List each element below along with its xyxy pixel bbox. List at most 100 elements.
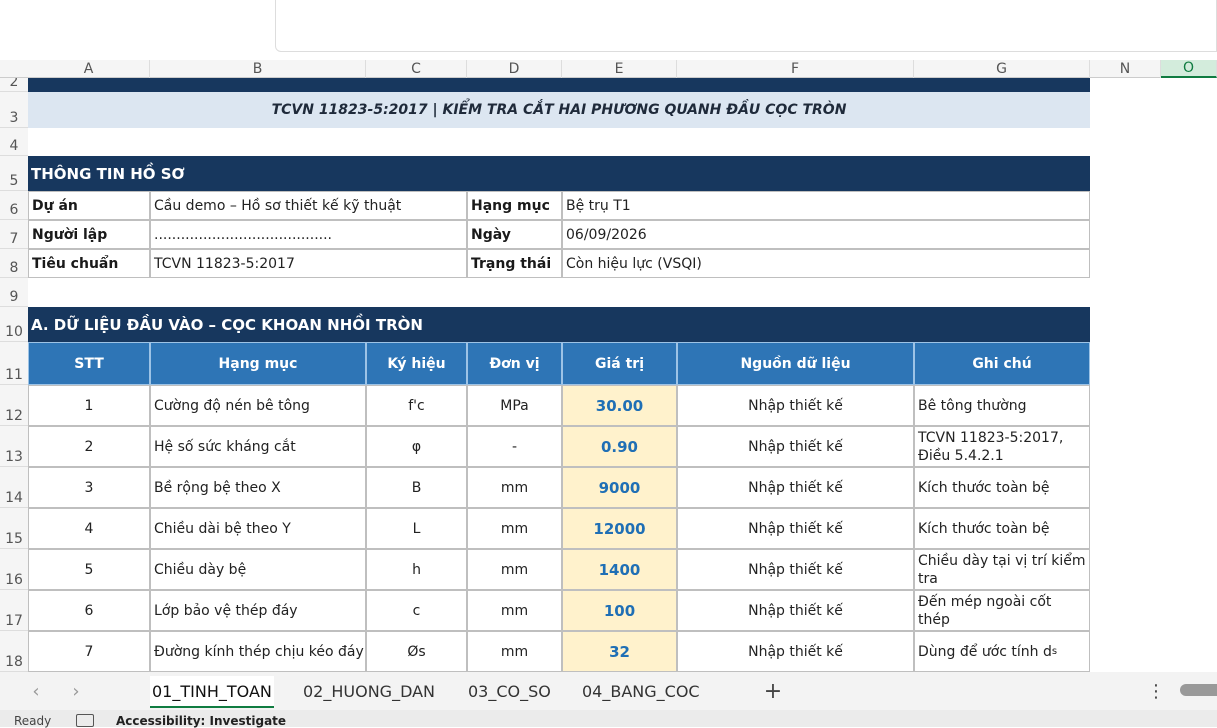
more-options[interactable]: ⋮	[1147, 680, 1165, 702]
table-cell: -	[467, 426, 562, 467]
info-label: Tiêu chuẩn	[28, 249, 150, 278]
info-value: Còn hiệu lực (VSQI)	[562, 249, 1090, 278]
column-header-bar	[0, 60, 1217, 78]
table-cell: Lớp bảo vệ thép đáy	[150, 590, 366, 631]
sheet-tab[interactable]: 02_HUONG_DAN	[303, 681, 436, 701]
column-header: D	[467, 60, 562, 78]
table-cell: L	[366, 508, 467, 549]
table-cell: Nhập thiết kế	[677, 467, 914, 508]
table-cell: Đến mép ngoài cốt thép	[914, 590, 1090, 631]
row-number: 5	[0, 156, 28, 191]
table-cell: mm	[467, 631, 562, 672]
table-cell: Nhập thiết kế	[677, 631, 914, 672]
table-header: Đơn vị	[467, 342, 562, 385]
row-number: 4	[0, 128, 28, 156]
row-number: 6	[0, 191, 28, 220]
table-cell: Chiều dày tại vị trí kiểm tra	[914, 549, 1090, 590]
section-heading: THÔNG TIN HỒ SƠ	[28, 156, 1090, 191]
table-header: Ký hiệu	[366, 342, 467, 385]
table-cell: Chiều dài bệ theo Y	[150, 508, 366, 549]
scroll-left[interactable]: ‹	[32, 680, 40, 702]
info-value: Bệ trụ T1	[562, 191, 1090, 220]
column-header: A	[28, 60, 150, 78]
info-label: Trạng thái	[467, 249, 562, 278]
info-label: Ngày	[467, 220, 562, 249]
table-cell: f'c	[366, 385, 467, 426]
table-cell: 5	[28, 549, 150, 590]
input-value: 12000	[562, 508, 677, 549]
scroll-right[interactable]: ›	[72, 680, 80, 702]
table-cell: Đường kính thép chịu kéo đáy	[150, 631, 366, 672]
input-value: 9000	[562, 467, 677, 508]
table-cell: 1	[28, 385, 150, 426]
row-number: 10	[0, 307, 28, 342]
table-header: Ghi chú	[914, 342, 1090, 385]
table-cell: Kích thước toàn bệ	[914, 508, 1090, 549]
table-header: Hạng mục	[150, 342, 366, 385]
row-number: 14	[0, 467, 28, 508]
row-number: 9	[0, 278, 28, 307]
table-cell: c	[366, 590, 467, 631]
info-value: 06/09/2026	[562, 220, 1090, 249]
table-cell: Bê tông thường	[914, 385, 1090, 426]
input-value: 1400	[562, 549, 677, 590]
input-value: 100	[562, 590, 677, 631]
row-number: 12	[0, 385, 28, 426]
table-header: STT	[28, 342, 150, 385]
table-cell: mm	[467, 549, 562, 590]
table-cell: Cường độ nén bê tông	[150, 385, 366, 426]
table-cell: mm	[467, 508, 562, 549]
row-number: 11	[0, 342, 28, 385]
table-cell: φ	[366, 426, 467, 467]
info-label: Người lập	[28, 220, 150, 249]
table-cell: B	[366, 467, 467, 508]
column-header: F	[677, 60, 914, 78]
sheet-tab[interactable]: 01_TINH_TOAN	[150, 676, 274, 708]
column-header: O	[1161, 60, 1217, 78]
row-number: 3	[0, 92, 28, 128]
status-icon	[76, 714, 94, 727]
status-bar	[0, 710, 1217, 727]
table-cell: 6	[28, 590, 150, 631]
column-header: B	[150, 60, 366, 78]
table-cell: 3	[28, 467, 150, 508]
row-number: 15	[0, 508, 28, 549]
column-header: C	[366, 60, 467, 78]
add-sheet[interactable]: +	[763, 678, 783, 704]
subscript: s	[1051, 645, 1058, 657]
column-header: G	[914, 60, 1090, 78]
info-value: TCVN 11823-5:2017	[150, 249, 467, 278]
sheet-tab[interactable]: 03_CO_SO	[468, 681, 551, 701]
table-cell: Chiều dày bệ	[150, 549, 366, 590]
row-number: 13	[0, 426, 28, 467]
row-number: 7	[0, 220, 28, 249]
info-label: Hạng mục	[467, 191, 562, 220]
column-header: N	[1090, 60, 1161, 78]
table-cell: Øs	[366, 631, 467, 672]
status-accessibility[interactable]: Accessibility: Investigate	[116, 714, 287, 728]
info-value: Cầu demo – Hồ sơ thiết kế kỹ thuật	[150, 191, 467, 220]
table-cell: 7	[28, 631, 150, 672]
table-cell: mm	[467, 590, 562, 631]
input-value: 0.90	[562, 426, 677, 467]
table-cell: Bề rộng bệ theo X	[150, 467, 366, 508]
status-ready: Ready	[14, 714, 52, 728]
horizontal-scrollbar[interactable]	[1180, 684, 1217, 696]
table-header: Nguồn dữ liệu	[677, 342, 914, 385]
table-cell: Kích thước toàn bệ	[914, 467, 1090, 508]
table-cell: Nhập thiết kế	[677, 590, 914, 631]
table-cell: 4	[28, 508, 150, 549]
sheet-tab[interactable]: 04_BANG_COC	[582, 681, 700, 701]
table-cell: h	[366, 549, 467, 590]
info-label: Dự án	[28, 191, 150, 220]
table-cell: MPa	[467, 385, 562, 426]
input-value: 32	[562, 631, 677, 672]
info-value: ........................................	[150, 220, 467, 249]
table-header: Giá trị	[562, 342, 677, 385]
row-number: 18	[0, 631, 28, 672]
row-number: 16	[0, 549, 28, 590]
formula-area	[275, 0, 1217, 52]
table-cell: Nhập thiết kế	[677, 385, 914, 426]
